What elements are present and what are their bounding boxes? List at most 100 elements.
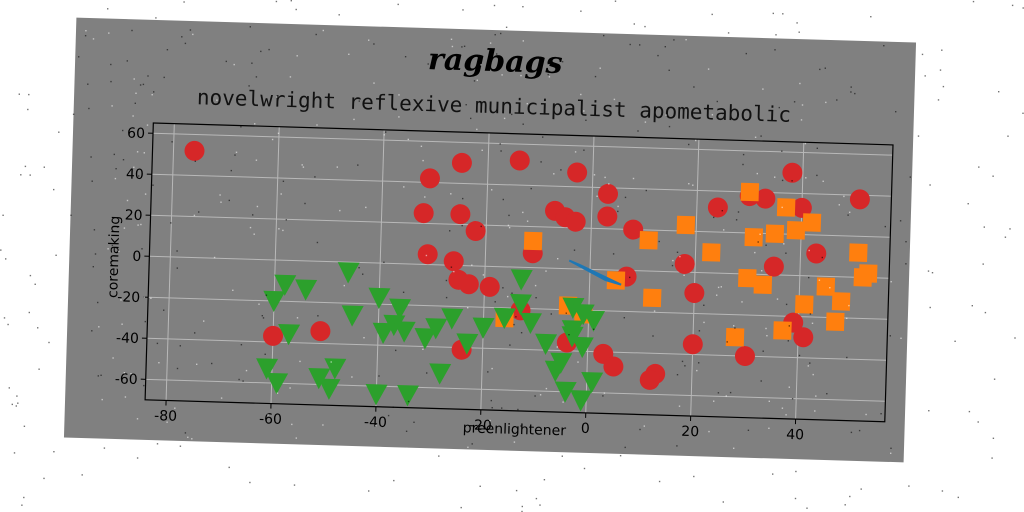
data-point-triangle bbox=[368, 288, 391, 310]
data-point-square bbox=[832, 292, 851, 311]
data-point-circle bbox=[310, 321, 331, 342]
noise-dot bbox=[992, 475, 993, 476]
noise-dot bbox=[659, 481, 660, 482]
noise-dot bbox=[620, 455, 621, 456]
data-point-circle bbox=[443, 251, 464, 272]
data-point-circle bbox=[465, 221, 486, 242]
noise-dot bbox=[978, 166, 979, 167]
noise-dot bbox=[770, 464, 771, 465]
noise-dot bbox=[35, 284, 36, 285]
data-point-triangle bbox=[519, 313, 542, 335]
data-point-square bbox=[766, 225, 785, 244]
noise-dot bbox=[398, 462, 399, 463]
noise-dot bbox=[43, 478, 44, 479]
noise-dot bbox=[839, 505, 840, 506]
noise-dot bbox=[461, 507, 462, 508]
noise-dot bbox=[67, 470, 68, 471]
noise-dot bbox=[173, 16, 174, 17]
noise-dot bbox=[918, 135, 919, 136]
data-point-triangle bbox=[510, 269, 533, 291]
noise-dot bbox=[985, 312, 986, 313]
noise-dot bbox=[1012, 154, 1013, 155]
noise-dot bbox=[268, 10, 269, 11]
noise-dot bbox=[16, 395, 17, 396]
noise-dot bbox=[355, 500, 356, 501]
data-point-square bbox=[726, 328, 745, 347]
noise-dot bbox=[994, 379, 995, 380]
noise-dot bbox=[8, 213, 9, 214]
noise-dot bbox=[945, 90, 946, 91]
noise-dot bbox=[20, 174, 21, 175]
noise-dot bbox=[922, 54, 923, 55]
noise-dot bbox=[68, 161, 69, 162]
noise-dot bbox=[987, 120, 988, 121]
data-point-square bbox=[795, 295, 814, 314]
noise-dot bbox=[285, 479, 286, 480]
noise-dot bbox=[992, 80, 993, 81]
noise-dot bbox=[447, 500, 448, 501]
noise-dot bbox=[930, 307, 931, 308]
noise-dot bbox=[690, 31, 691, 32]
noise-dot bbox=[1005, 237, 1006, 238]
noise-dot bbox=[17, 408, 18, 409]
data-point-triangle bbox=[570, 390, 593, 412]
noise-dot bbox=[998, 91, 999, 92]
noise-dot bbox=[47, 34, 48, 35]
noise-dot bbox=[1012, 5, 1013, 6]
noise-dot bbox=[30, 174, 31, 175]
noise-dot bbox=[296, 9, 297, 10]
noise-dot bbox=[53, 451, 54, 452]
noise-dot bbox=[1009, 228, 1010, 229]
data-point-square bbox=[826, 313, 845, 332]
data-point-triangle bbox=[341, 305, 364, 327]
noise-dot bbox=[677, 492, 678, 493]
noise-dot bbox=[104, 447, 105, 448]
noise-dot bbox=[972, 305, 973, 306]
noise-dot bbox=[27, 109, 28, 110]
noise-dot bbox=[1016, 479, 1017, 480]
noise-dot bbox=[968, 203, 969, 204]
grid-line-y bbox=[152, 174, 892, 196]
data-point-triangle bbox=[372, 323, 395, 345]
noise-dot bbox=[276, 1, 277, 2]
noise-dot bbox=[634, 23, 635, 24]
data-point-circle bbox=[708, 197, 729, 218]
noise-dot bbox=[623, 472, 624, 473]
data-point-circle bbox=[509, 150, 530, 171]
noise-dot bbox=[58, 132, 59, 133]
data-point-circle bbox=[263, 326, 284, 347]
noise-dot bbox=[972, 121, 973, 122]
data-point-square bbox=[817, 277, 836, 296]
noise-dot bbox=[958, 497, 959, 498]
noise-dot bbox=[938, 60, 939, 61]
noise-dot bbox=[723, 501, 724, 502]
data-point-square bbox=[702, 243, 721, 262]
data-point-square bbox=[741, 183, 760, 202]
noise-dot bbox=[137, 7, 138, 8]
noise-dot bbox=[984, 226, 985, 227]
data-point-circle bbox=[420, 168, 441, 189]
noise-dot bbox=[940, 69, 941, 70]
noise-dot bbox=[522, 506, 523, 507]
noise-dot bbox=[38, 369, 39, 370]
noise-dot bbox=[48, 342, 49, 343]
noise-dot bbox=[30, 275, 31, 276]
noise-dot bbox=[728, 32, 729, 33]
noise-dot bbox=[806, 508, 807, 509]
y-tick-label: 40 bbox=[126, 166, 144, 183]
noise-dot bbox=[43, 466, 44, 467]
y-tick-label: 20 bbox=[125, 207, 143, 224]
noise-dot bbox=[953, 326, 954, 327]
noise-dot bbox=[962, 415, 963, 416]
noise-dot bbox=[516, 490, 517, 491]
noise-dot bbox=[480, 486, 481, 487]
noise-dot bbox=[58, 455, 59, 456]
noise-dot bbox=[795, 471, 796, 472]
noise-dot bbox=[25, 77, 26, 78]
data-point-circle bbox=[684, 283, 705, 304]
noise-dot bbox=[128, 469, 129, 470]
noise-dot bbox=[7, 184, 8, 185]
data-point-square bbox=[754, 275, 773, 294]
data-point-circle bbox=[452, 153, 473, 174]
y-axis-label: coremaking bbox=[105, 202, 124, 312]
